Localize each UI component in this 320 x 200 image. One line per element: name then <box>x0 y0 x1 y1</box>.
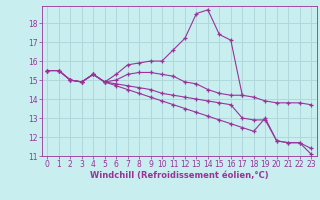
X-axis label: Windchill (Refroidissement éolien,°C): Windchill (Refroidissement éolien,°C) <box>90 171 268 180</box>
